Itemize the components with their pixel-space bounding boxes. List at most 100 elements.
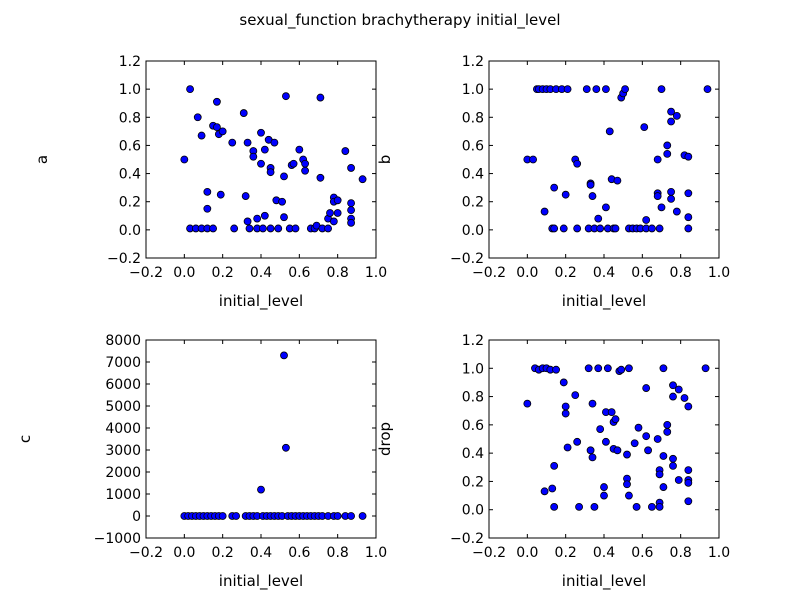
scatter-point-drop bbox=[559, 378, 568, 387]
scatter-point-drop bbox=[669, 392, 677, 401]
y-axis-label: drop bbox=[376, 422, 394, 456]
scatter-point-b bbox=[529, 155, 537, 164]
y-tick-label: 0.6 bbox=[119, 138, 141, 154]
plot-frame-c bbox=[145, 339, 377, 539]
x-tick-label: −0.2 bbox=[472, 545, 506, 561]
scatter-point-drop bbox=[630, 439, 639, 448]
scatter-point-drop bbox=[653, 435, 662, 443]
y-tick-label: 1.0 bbox=[462, 361, 484, 377]
scatter-point-b bbox=[653, 155, 662, 164]
scatter-point-drop bbox=[674, 476, 683, 484]
scatter-point-drop bbox=[655, 502, 664, 511]
scatter-point-drop bbox=[588, 453, 597, 462]
scatter-point-a bbox=[260, 145, 269, 154]
scatter-point-a bbox=[253, 214, 262, 223]
scatter-point-drop bbox=[552, 365, 560, 374]
scatter-point-b bbox=[596, 224, 605, 233]
scatter-point-drop bbox=[674, 385, 683, 394]
scatter-point-a bbox=[260, 211, 269, 220]
scatter-point-b bbox=[640, 123, 649, 132]
y-tick-label: 1.0 bbox=[119, 82, 141, 98]
y-tick-label: 1.0 bbox=[462, 82, 484, 98]
x-tick-label: 0.0 bbox=[516, 545, 538, 561]
scatter-point-b bbox=[621, 85, 629, 94]
scatter-point-drop bbox=[586, 446, 595, 455]
scatter-point-c bbox=[257, 485, 265, 494]
scatter-point-drop bbox=[550, 461, 559, 470]
scatter-point-a bbox=[329, 217, 338, 226]
scatter-point-a bbox=[358, 175, 367, 184]
scatter-point-drop bbox=[603, 364, 612, 373]
scatter-point-b bbox=[672, 111, 681, 120]
scatter-point-drop bbox=[540, 487, 549, 496]
y-tick-label: 3000 bbox=[105, 443, 141, 459]
scatter-point-a bbox=[270, 138, 279, 147]
scatter-point-drop bbox=[561, 409, 570, 418]
scatter-point-drop bbox=[669, 454, 677, 463]
scatter-point-a bbox=[347, 218, 355, 227]
x-tick-label: 0.6 bbox=[288, 265, 310, 281]
scatter-point-b bbox=[667, 187, 675, 196]
scatter-point-c bbox=[282, 443, 290, 452]
x-tick-label: 0.2 bbox=[212, 265, 234, 281]
y-axis-label: a bbox=[33, 155, 51, 164]
scatter-point-a bbox=[289, 159, 298, 168]
subplot-b: −0.2 0.0 0.2 0.4 0.6 0.8 1.0 −0.2 0.0 0.2 0.4 0.6 0.… bbox=[376, 54, 730, 311]
x-tick-label: 0.0 bbox=[173, 545, 195, 561]
scatter-point-b bbox=[653, 192, 662, 200]
x-tick-label: 1.0 bbox=[365, 265, 387, 281]
x-tick-label: 0.8 bbox=[327, 265, 349, 281]
scatter-point-c bbox=[347, 512, 355, 520]
scatter-point-a bbox=[245, 224, 254, 233]
scatter-point-drop bbox=[590, 502, 599, 511]
figure-title: sexual_function brachytherapy initial_le… bbox=[239, 11, 561, 29]
scatter-point-drop bbox=[655, 470, 664, 479]
scatter-point-b bbox=[561, 190, 570, 199]
y-tick-label: 4000 bbox=[105, 421, 141, 437]
y-tick-label: −0.2 bbox=[450, 531, 484, 547]
scatter-point-c bbox=[232, 512, 240, 520]
y-axis-label: c bbox=[16, 435, 34, 443]
scatter-point-drop bbox=[680, 394, 689, 402]
scatter-point-a bbox=[266, 224, 275, 233]
scatter-point-a bbox=[280, 213, 288, 222]
y-tick-label: 8000 bbox=[105, 333, 141, 349]
scatter-point-drop bbox=[573, 437, 582, 446]
scatter-point-drop bbox=[611, 415, 620, 424]
scatter-point-b bbox=[573, 159, 582, 168]
scatter-point-drop bbox=[617, 365, 626, 374]
scatter-point-b bbox=[611, 224, 620, 233]
scatter-point-b bbox=[667, 117, 675, 126]
scatter-point-drop bbox=[684, 402, 693, 411]
scatter-point-a bbox=[347, 164, 355, 172]
scatter-point-b bbox=[684, 189, 693, 198]
x-axis-label: initial_level bbox=[219, 572, 303, 591]
y-tick-label: −1000 bbox=[94, 531, 141, 547]
y-tick-label: 0.0 bbox=[462, 223, 484, 239]
scatter-point-c bbox=[358, 512, 367, 520]
y-tick-label: 1.2 bbox=[119, 54, 141, 70]
scatter-point-b bbox=[648, 224, 656, 233]
scatter-point-drop bbox=[669, 381, 677, 390]
scatter-point-drop bbox=[642, 432, 651, 441]
scatter-point-c bbox=[218, 512, 227, 520]
scatter-point-a bbox=[347, 199, 355, 208]
scatter-point-b bbox=[563, 85, 572, 94]
x-axis-label: initial_level bbox=[562, 572, 646, 591]
scatter-point-drop bbox=[584, 364, 593, 373]
scatter-point-a bbox=[316, 93, 325, 102]
scatter-point-b bbox=[667, 107, 675, 116]
scatter-point-a bbox=[197, 131, 206, 140]
scatter-point-a bbox=[295, 145, 304, 154]
x-tick-label: 1.0 bbox=[708, 545, 730, 561]
scatter-point-a bbox=[241, 192, 250, 200]
scatter-point-drop bbox=[561, 402, 570, 411]
scatter-point-drop bbox=[659, 364, 668, 373]
y-tick-label: 0 bbox=[132, 509, 141, 525]
scatter-point-a bbox=[274, 224, 283, 233]
y-tick-label: 0.2 bbox=[462, 195, 484, 211]
scatter-point-b bbox=[657, 203, 666, 212]
scatter-point-drop bbox=[659, 452, 668, 460]
scatter-point-a bbox=[180, 155, 189, 164]
